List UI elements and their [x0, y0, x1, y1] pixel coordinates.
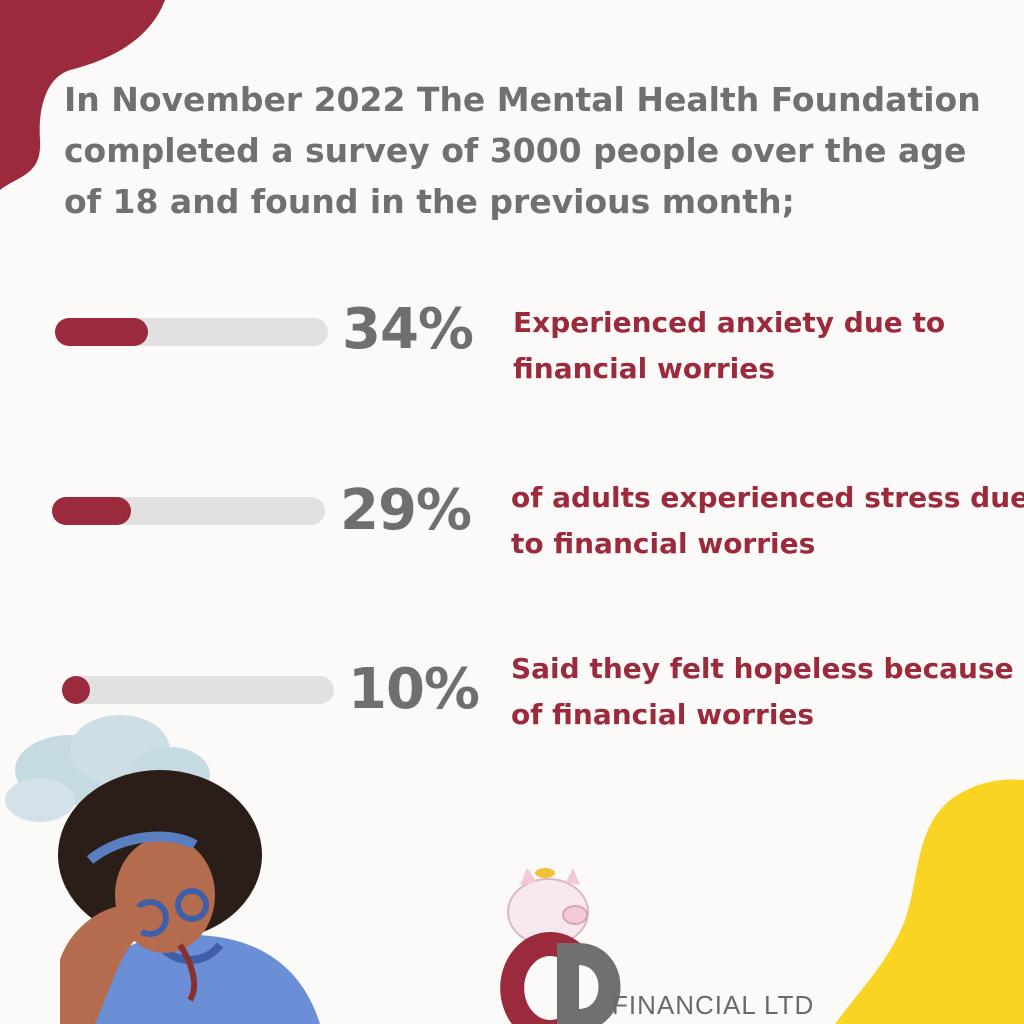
stat-description: of adults experienced stress due to fina… [511, 481, 1024, 560]
stat-description: Said they felt hopeless because of finan… [511, 652, 1014, 731]
stat-row-anxiety: 34% Experienced anxiety due to financial… [0, 300, 1024, 410]
stressed-person-illustration [58, 770, 320, 1024]
stat-row-stress: 29% of adults experienced stress due to … [0, 475, 1024, 585]
progress-track [55, 318, 328, 346]
maroon-corner-blob [0, 0, 165, 190]
company-name: FINANCIAL LTD [612, 990, 815, 1020]
progress-fill [55, 318, 148, 346]
progress-track [52, 497, 325, 525]
stat-percentage: 29% [340, 478, 472, 543]
stat-percentage: 10% [348, 657, 480, 722]
stat-description: Experienced anxiety due to financial wor… [513, 306, 946, 385]
cd-logo-mark [500, 932, 621, 1024]
progress-fill [52, 497, 131, 525]
survey-intro-text: In November 2022 The Mental Health Found… [64, 80, 981, 221]
progress-track [62, 676, 334, 704]
stat-row-hopeless: 10% Said they felt hopeless because of f… [0, 646, 1024, 756]
stat-percentage: 34% [342, 297, 474, 362]
yellow-corner-blob [835, 779, 1024, 1024]
progress-fill [62, 676, 90, 704]
